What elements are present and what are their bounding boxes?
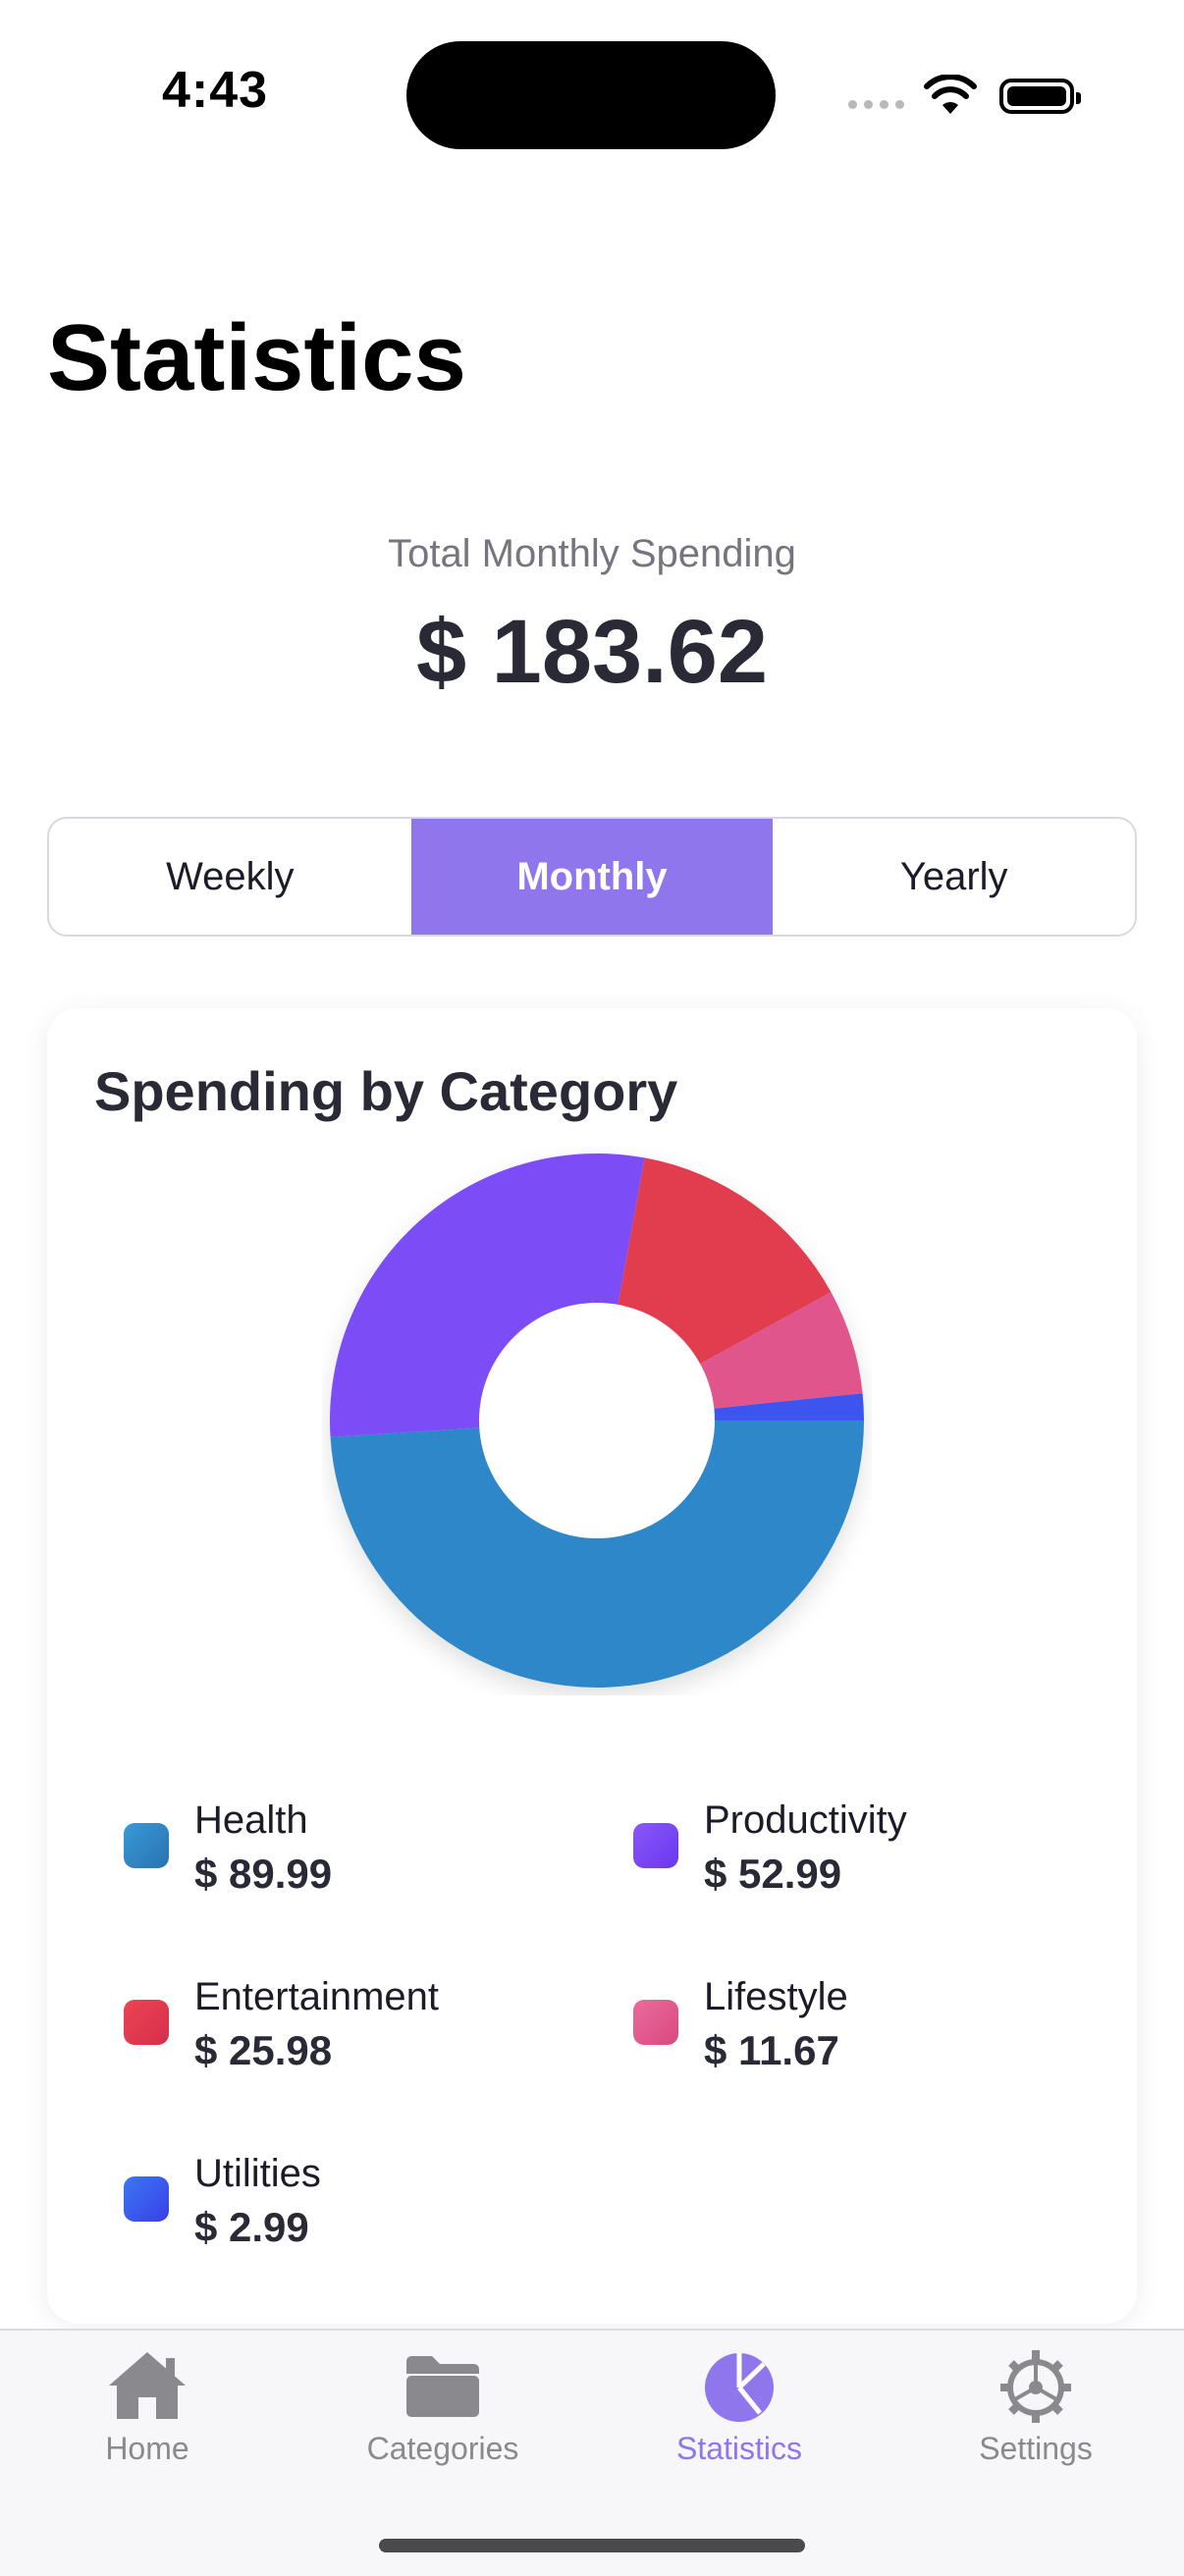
segment-weekly[interactable]: Weekly	[166, 854, 295, 898]
home-indicator	[379, 2539, 805, 2552]
house-icon	[109, 2352, 186, 2419]
cellular-signal-icon	[848, 100, 904, 109]
legend-name: Entertainment	[194, 1975, 440, 2018]
tab-bar: Home Categories Statistics	[0, 2329, 1184, 2576]
legend-value: $ 11.67	[704, 2027, 839, 2073]
gear-icon	[1000, 2350, 1071, 2423]
period-segmented-control: Weekly Monthly Yearly	[47, 817, 1137, 937]
folder-icon	[406, 2356, 479, 2417]
card-title: Spending by Category	[94, 1060, 678, 1122]
pie-chart-icon	[705, 2353, 774, 2422]
legend-item-health: Health $ 89.99	[124, 1794, 332, 1902]
tab-label: Settings	[979, 2431, 1093, 2466]
spending-by-category-card: Spending by Category Health $ 89.99 Prod…	[47, 1008, 1137, 2324]
donut-slice-health	[330, 1421, 864, 1688]
legend-name: Lifestyle	[704, 1975, 848, 2018]
legend-name: Utilities	[194, 2152, 321, 2195]
legend-item-utilities: Utilities $ 2.99	[124, 2147, 321, 2255]
tab-label: Categories	[366, 2431, 519, 2466]
tab-label: Statistics	[675, 2431, 803, 2466]
donut-hole	[479, 1303, 715, 1538]
legend-value: $ 2.99	[194, 2204, 309, 2250]
legend-swatch-health	[124, 1823, 169, 1868]
legend-item-entertainment: Entertainment $ 25.98	[124, 1970, 439, 2078]
battery-icon	[999, 79, 1081, 114]
tab-statistics[interactable]: Statistics	[621, 2348, 857, 2467]
segment-yearly[interactable]: Yearly	[899, 854, 1008, 898]
legend-value: $ 89.99	[194, 1851, 333, 1897]
tab-home[interactable]: Home	[29, 2348, 265, 2467]
legend-value: $ 25.98	[194, 2027, 333, 2073]
tab-categories[interactable]: Categories	[325, 2348, 561, 2467]
legend-swatch-utilities	[124, 2176, 169, 2222]
tab-label: Home	[105, 2431, 189, 2466]
legend-swatch-productivity	[633, 1823, 678, 1868]
dynamic-island	[406, 41, 776, 149]
wifi-icon	[924, 75, 977, 114]
app-screen: 4:43 Statistics Total Monthly Spending $…	[47, 41, 1137, 2324]
legend-value: $ 52.99	[704, 1851, 842, 1897]
legend-item-productivity: Productivity $ 52.99	[633, 1794, 907, 1902]
total-spending-label: Total Monthly Spending	[388, 532, 796, 575]
legend-item-lifestyle: Lifestyle $ 11.67	[633, 1970, 848, 2078]
legend-name: Productivity	[704, 1798, 907, 1842]
status-time: 4:43	[162, 62, 269, 119]
legend-name: Health	[194, 1798, 308, 1842]
legend-swatch-entertainment	[124, 2000, 169, 2045]
donut-chart	[330, 1153, 864, 1688]
segment-monthly[interactable]: Monthly	[410, 819, 774, 935]
legend-swatch-lifestyle	[633, 2000, 678, 2045]
page-title: Statistics	[47, 305, 466, 410]
tab-settings[interactable]: Settings	[918, 2348, 1154, 2467]
total-spending-value: $ 183.62	[415, 602, 769, 702]
